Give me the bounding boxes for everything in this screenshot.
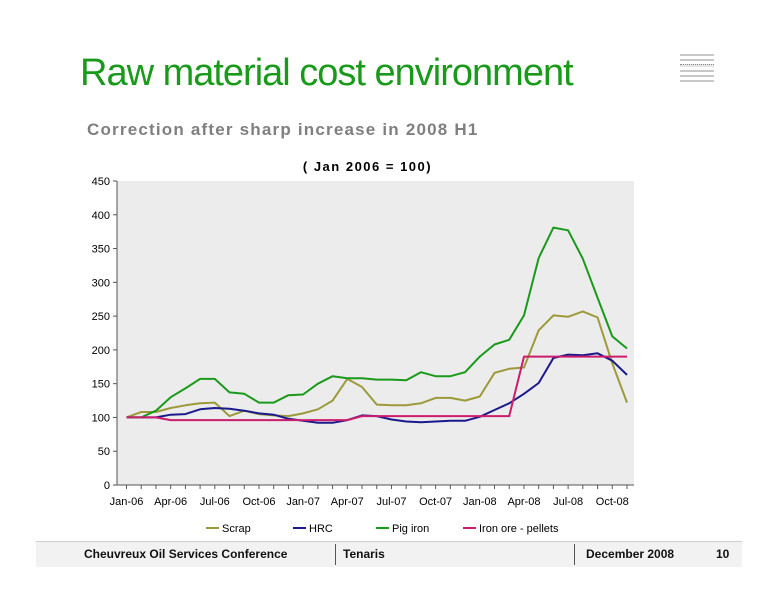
plot-area [117, 181, 634, 485]
y-tick-label: 150 [92, 379, 110, 391]
line-chart: ( Jan 2006 = 100) 0 50 100 150 200 250 300 350 4… [92, 159, 634, 535]
series-line-scrap [126, 310, 628, 419]
series-line-pig-iron [126, 226, 628, 419]
legend-label-pig-iron: Pig iron [392, 523, 429, 535]
y-tick-label: 50 [98, 446, 110, 458]
y-tick-label: 200 [92, 345, 110, 357]
x-tick-label: Apr-08 [507, 496, 540, 508]
x-tick-label: Jul-08 [553, 496, 583, 508]
x-tick-label: Jul-07 [376, 496, 406, 508]
x-tick-label: Apr-07 [331, 496, 364, 508]
x-tick-label: Jan-07 [286, 496, 320, 508]
x-tick-label: Oct-08 [596, 496, 629, 508]
y-tick-label: 450 [92, 176, 110, 188]
footer-bar: Cheuvreux Oil Services Conference Tenari… [36, 541, 742, 567]
slide-title: Raw material cost environment [80, 52, 574, 94]
series-line-iron-ore-pellets [126, 355, 627, 422]
legend-label-iron-ore-pellets: Iron ore - pellets [479, 523, 559, 535]
x-tick-label: Jan-08 [463, 496, 497, 508]
x-tick-label: Apr-06 [154, 496, 187, 508]
footer-divider [574, 544, 575, 565]
x-tick-label: Oct-07 [419, 496, 452, 508]
y-tick-label: 350 [92, 244, 110, 256]
y-tick-label: 0 [104, 480, 110, 492]
y-tick-label: 400 [92, 210, 110, 222]
footer-company: Tenaris [343, 547, 385, 561]
x-tick-label: Oct-06 [242, 496, 275, 508]
y-tick-label: 100 [92, 412, 110, 424]
footer-divider [335, 544, 336, 565]
x-tick-label: Jan-06 [110, 496, 144, 508]
footer-conference: Cheuvreux Oil Services Conference [84, 547, 288, 561]
x-tick-label: Jul-06 [200, 496, 230, 508]
y-tick-label: 300 [92, 277, 110, 289]
footer-page-number: 10 [716, 547, 730, 561]
slide-subtitle: Correction after sharp increase in 2008 … [87, 120, 479, 139]
y-tick-label: 250 [92, 311, 110, 323]
legend-label-hrc: HRC [309, 523, 333, 535]
company-logo [680, 54, 714, 90]
footer-date: December 2008 [586, 547, 675, 561]
legend-label-scrap: Scrap [222, 523, 251, 535]
chart-title: ( Jan 2006 = 100) [303, 159, 432, 174]
